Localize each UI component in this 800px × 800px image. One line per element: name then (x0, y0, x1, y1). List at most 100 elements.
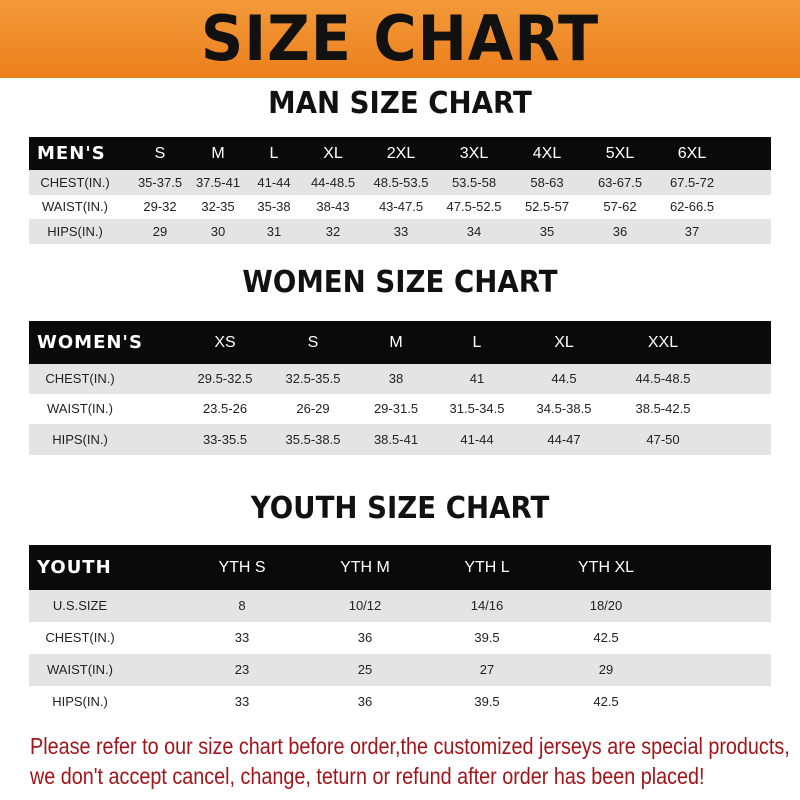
row-label: YOUTH (37, 557, 112, 578)
cell: 29-32 (143, 199, 177, 214)
cell: YTH M (340, 559, 390, 576)
cell: 35-38 (257, 199, 291, 214)
notice-line-2: we don't accept cancel, change, teturn o… (30, 763, 705, 789)
cell: 44-48.5 (310, 175, 356, 190)
cell: S (307, 334, 319, 351)
cell: 44-47 (547, 432, 581, 447)
row-label: WOMEN'S (37, 332, 143, 353)
cell: YTH XL (577, 559, 635, 576)
cell: 38.5-41 (373, 432, 419, 447)
table-row: WAIST(IN.) 29-32 32-35 35-38 38-43 43-47.5 47.… (29, 195, 771, 219)
cell: 58-63 (530, 175, 564, 190)
row-label: WAIST(IN.) (47, 401, 113, 416)
cell: 23.5-26 (202, 401, 248, 416)
cell: 41-44 (257, 175, 291, 190)
cell: 42.5 (593, 694, 619, 709)
cell: M (389, 334, 403, 351)
cell: 43-47.5 (378, 199, 424, 214)
row-label: HIPS(IN.) (52, 694, 108, 709)
cell: 4XL (532, 145, 562, 162)
row-label: HIPS(IN.) (47, 224, 103, 239)
cell: 63-67.5 (597, 175, 643, 190)
cell: 23 (234, 662, 250, 677)
row-label: U.S.SIZE (52, 598, 108, 613)
cell: 44.5-48.5 (635, 371, 691, 386)
table-row: HIPS(IN.) 33 36 39.5 42.5 (29, 686, 771, 718)
men-title: MAN SIZE CHART (268, 86, 532, 121)
cell: 41 (469, 371, 485, 386)
cell: 18/20 (589, 598, 623, 613)
cell: 52.5-57 (524, 199, 570, 214)
cell: 26-29 (296, 401, 330, 416)
table-header: MEN'S S M L XL 2XL 3XL 4XL 5XL 6XL (29, 137, 771, 170)
cell: 6XL (677, 145, 707, 162)
banner: SIZE CHART (0, 0, 800, 78)
cell: 47-50 (646, 432, 680, 447)
cell: 32.5-35.5 (285, 371, 341, 386)
cell: 33 (234, 694, 250, 709)
cell: 38 (388, 371, 404, 386)
cell: 31.5-34.5 (449, 401, 505, 416)
row-label: CHEST(IN.) (40, 175, 110, 190)
row-label: WAIST(IN.) (47, 662, 113, 677)
cell: XL (554, 334, 574, 351)
cell: 29-31.5 (373, 401, 419, 416)
cell: 39.5 (474, 630, 500, 645)
cell: 35.5-38.5 (285, 432, 341, 447)
cell: 34.5-38.5 (536, 401, 592, 416)
table-row: WAIST(IN.) 23.5-26 26-29 29-31.5 31.5-34.5 34… (29, 394, 771, 424)
cell: 38-43 (316, 199, 350, 214)
cell: 29 (152, 224, 168, 239)
cell: 36 (612, 224, 628, 239)
cell: 47.5-52.5 (446, 199, 502, 214)
table-row: U.S.SIZE 8 10/12 14/16 18/20 (29, 590, 771, 622)
cell: 62-66.5 (669, 199, 715, 214)
cell: S (154, 145, 166, 162)
cell: 33-35.5 (202, 432, 248, 447)
row-label: HIPS(IN.) (52, 432, 108, 447)
cell: YTH L (464, 559, 510, 576)
women-title: WOMEN SIZE CHART (242, 265, 558, 300)
cell: 36 (357, 630, 373, 645)
cell: 33 (393, 224, 409, 239)
cell: M (211, 145, 225, 162)
cell: XS (214, 334, 236, 351)
cell: YTH S (218, 559, 266, 576)
cell: 10/12 (348, 598, 382, 613)
youth-title: YOUTH SIZE CHART (250, 491, 550, 526)
cell: L (472, 334, 482, 351)
cell: 67.5-72 (669, 175, 715, 190)
cell: 35-37.5 (137, 175, 183, 190)
cell: 57-62 (603, 199, 637, 214)
row-label: CHEST(IN.) (45, 630, 115, 645)
page-title: SIZE CHART (200, 2, 600, 75)
cell: 14/16 (470, 598, 504, 613)
cell: 25 (357, 662, 373, 677)
table-row: CHEST(IN.) 35-37.5 37.5-41 41-44 44-48.5 48.5… (29, 170, 771, 195)
cell: 39.5 (474, 694, 500, 709)
cell: XL (323, 145, 343, 162)
cell: 31 (266, 224, 282, 239)
cell: 29.5-32.5 (197, 371, 253, 386)
cell: 3XL (459, 145, 489, 162)
cell: 37 (684, 224, 700, 239)
table-row: HIPS(IN.) 29 30 31 32 33 34 35 36 37 (29, 219, 771, 244)
cell: 2XL (386, 145, 416, 162)
table-header: YOUTH YTH S YTH M YTH L YTH XL (29, 545, 771, 590)
row-label: CHEST(IN.) (45, 371, 115, 386)
cell: 33 (234, 630, 250, 645)
cell: 29 (598, 662, 614, 677)
cell: 37.5-41 (195, 175, 241, 190)
row-label: WAIST(IN.) (42, 199, 108, 214)
cell: 44.5 (551, 371, 577, 386)
cell: 38.5-42.5 (635, 401, 691, 416)
cell: XXL (647, 334, 679, 351)
table-row: CHEST(IN.) 33 36 39.5 42.5 (29, 622, 771, 654)
cell: 30 (210, 224, 226, 239)
notice-line-1: Please refer to our size chart before or… (30, 733, 790, 759)
table-row: WAIST(IN.) 23 25 27 29 (29, 654, 771, 686)
cell: 41-44 (460, 432, 494, 447)
cell: 32-35 (201, 199, 235, 214)
cell: 48.5-53.5 (373, 175, 429, 190)
cell: 5XL (605, 145, 635, 162)
